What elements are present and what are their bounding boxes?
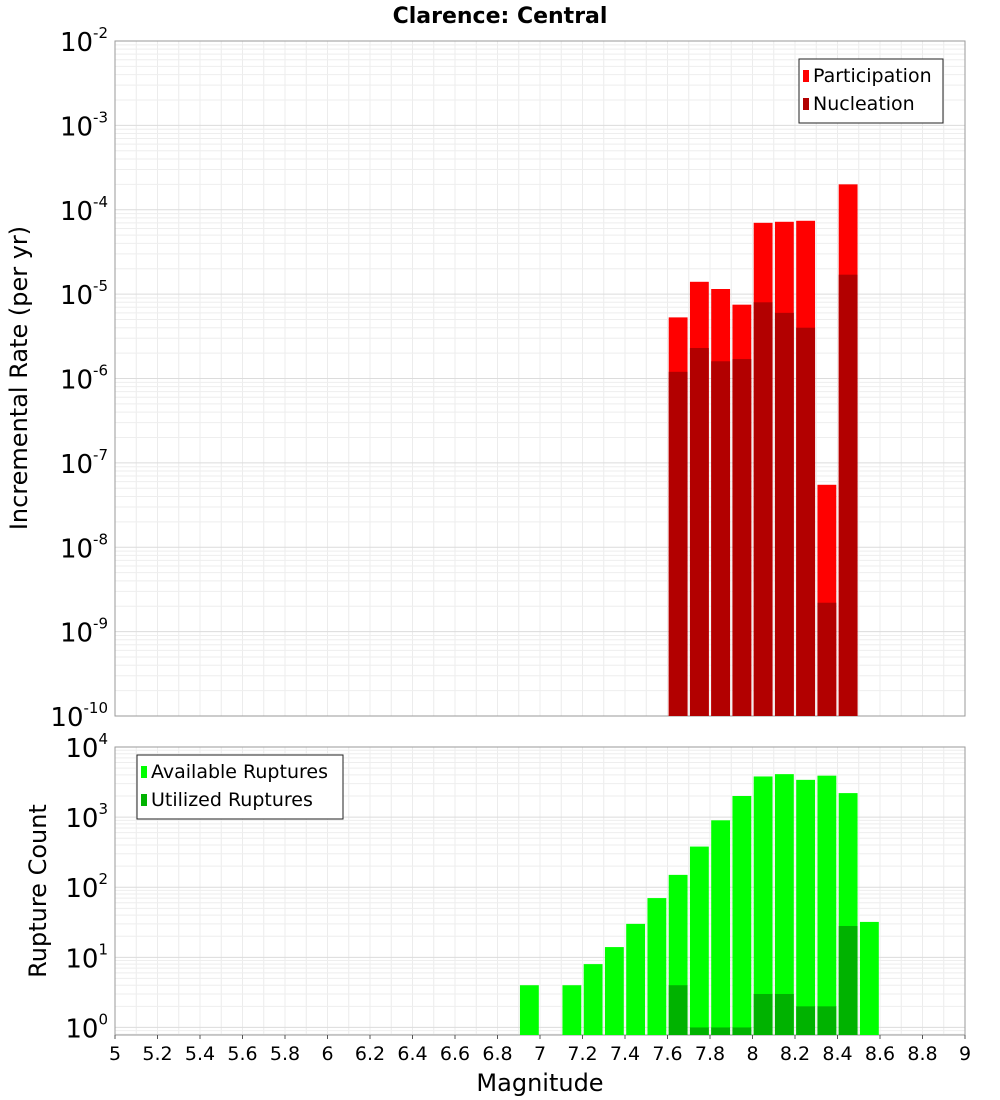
bottom-bars bbox=[519, 774, 879, 1035]
x-tick-label: 8 bbox=[746, 1043, 758, 1065]
bar-available-ruptures bbox=[732, 796, 752, 1035]
bar-utilized-ruptures bbox=[732, 1027, 752, 1035]
y-tick-label: 10-5 bbox=[60, 277, 108, 311]
x-tick-label: 8.2 bbox=[780, 1043, 810, 1065]
bar-nucleation bbox=[668, 371, 688, 716]
bar-available-ruptures bbox=[647, 898, 667, 1035]
y-tick-label: 10-10 bbox=[50, 699, 108, 733]
x-tick-label: 7.6 bbox=[652, 1043, 682, 1065]
x-tick-label: 5.4 bbox=[185, 1043, 215, 1065]
y-tick-label: 104 bbox=[65, 730, 108, 764]
y-tick-label: 10-2 bbox=[60, 24, 108, 58]
y-tick-label: 101 bbox=[65, 940, 108, 974]
y-tick-label: 100 bbox=[65, 1010, 108, 1044]
bar-available-ruptures bbox=[604, 947, 624, 1035]
bar-nucleation bbox=[817, 602, 837, 716]
top-y-axis-ticks: 10-2 10-3 10-4 10-5 10-6 10-7 10-8 10-9 10-10 bbox=[50, 24, 108, 733]
top-plot-area bbox=[114, 40, 966, 717]
x-tick-label: 8.4 bbox=[822, 1043, 852, 1065]
legend-label: Nucleation bbox=[813, 93, 915, 115]
x-tick-label: 6.8 bbox=[482, 1043, 512, 1065]
x-tick-label: 6.6 bbox=[440, 1043, 470, 1065]
y-tick-label: 102 bbox=[65, 870, 108, 904]
y-tick-label: 10-6 bbox=[60, 362, 108, 396]
bar-available-ruptures bbox=[817, 775, 837, 1035]
bar-utilized-ruptures bbox=[668, 985, 688, 1035]
x-tick-label: 7.2 bbox=[567, 1043, 597, 1065]
x-tick-label: 7.8 bbox=[695, 1043, 725, 1065]
y-tick-label: 10-3 bbox=[60, 108, 108, 142]
x-tick-label: 5.6 bbox=[227, 1043, 257, 1065]
bar-available-ruptures bbox=[583, 964, 603, 1035]
legend-swatch bbox=[141, 794, 147, 806]
legend-box bbox=[798, 58, 944, 124]
x-tick-label: 5.8 bbox=[270, 1043, 300, 1065]
bar-available-ruptures bbox=[796, 779, 816, 1035]
legend-label: Participation bbox=[813, 65, 932, 87]
legend-swatch bbox=[803, 98, 809, 110]
bar-utilized-ruptures bbox=[689, 1027, 709, 1035]
bar-available-ruptures bbox=[689, 846, 709, 1035]
bar-nucleation bbox=[689, 347, 709, 716]
x-tick-label: 8.6 bbox=[865, 1043, 895, 1065]
bar-utilized-ruptures bbox=[774, 993, 794, 1035]
bar-nucleation bbox=[711, 361, 731, 716]
bar-available-ruptures bbox=[519, 985, 539, 1035]
legend-label: Available Ruptures bbox=[151, 761, 328, 783]
x-tick-label: 6 bbox=[321, 1043, 333, 1065]
top-bars bbox=[668, 184, 858, 717]
bar-available-ruptures bbox=[774, 774, 794, 1035]
x-tick-label: 6.2 bbox=[355, 1043, 385, 1065]
y-tick-label: 10-4 bbox=[60, 193, 108, 227]
x-tick-label: 7.4 bbox=[610, 1043, 640, 1065]
bar-utilized-ruptures bbox=[753, 993, 773, 1035]
x-tick-label: 5.2 bbox=[142, 1043, 172, 1065]
bar-available-ruptures bbox=[626, 923, 646, 1035]
bottom-legend: Available Ruptures Utilized Ruptures bbox=[136, 754, 344, 820]
bar-nucleation bbox=[732, 359, 752, 716]
x-tick-label: 8.8 bbox=[907, 1043, 937, 1065]
bar-utilized-ruptures bbox=[796, 1006, 816, 1035]
x-axis-label: Magnitude bbox=[476, 1069, 603, 1097]
legend-swatch bbox=[803, 70, 809, 82]
bottom-y-axis-ticks: 104 103 102 101 100 bbox=[65, 730, 108, 1044]
bar-available-ruptures bbox=[859, 921, 879, 1035]
y-tick-label: 10-7 bbox=[60, 446, 108, 480]
bottom-y-axis-label: Rupture Count bbox=[24, 804, 52, 978]
bar-available-ruptures bbox=[753, 776, 773, 1035]
y-tick-label: 103 bbox=[65, 800, 108, 834]
bar-nucleation bbox=[838, 274, 858, 716]
top-legend: Participation Nucleation bbox=[798, 58, 944, 124]
bar-utilized-ruptures bbox=[817, 1006, 837, 1035]
top-y-axis-label: Incremental Rate (per yr) bbox=[5, 226, 33, 530]
bar-utilized-ruptures bbox=[711, 1027, 731, 1035]
bar-nucleation bbox=[753, 302, 773, 716]
y-tick-label: 10-9 bbox=[60, 615, 108, 649]
bar-utilized-ruptures bbox=[838, 925, 858, 1035]
chart-title: Clarence: Central bbox=[393, 4, 608, 29]
y-tick-label: 10-8 bbox=[60, 530, 108, 564]
bar-available-ruptures bbox=[711, 820, 731, 1035]
x-axis-ticks: 5 5.2 5.4 5.6 5.8 6 6.2 6.4 6.6 6.8 7 7.2 7.4 7.6 7.8 8… bbox=[109, 1035, 971, 1065]
bar-nucleation bbox=[774, 312, 794, 716]
legend-label: Utilized Ruptures bbox=[151, 789, 313, 811]
x-tick-label: 6.4 bbox=[397, 1043, 427, 1065]
top-plot-grid bbox=[114, 40, 966, 717]
bar-nucleation bbox=[796, 327, 816, 716]
legend-box bbox=[136, 754, 344, 820]
legend-swatch bbox=[141, 766, 147, 778]
x-tick-label: 9 bbox=[959, 1043, 971, 1065]
bar-available-ruptures bbox=[562, 985, 582, 1035]
x-tick-label: 7 bbox=[534, 1043, 546, 1065]
x-tick-label: 5 bbox=[109, 1043, 121, 1065]
